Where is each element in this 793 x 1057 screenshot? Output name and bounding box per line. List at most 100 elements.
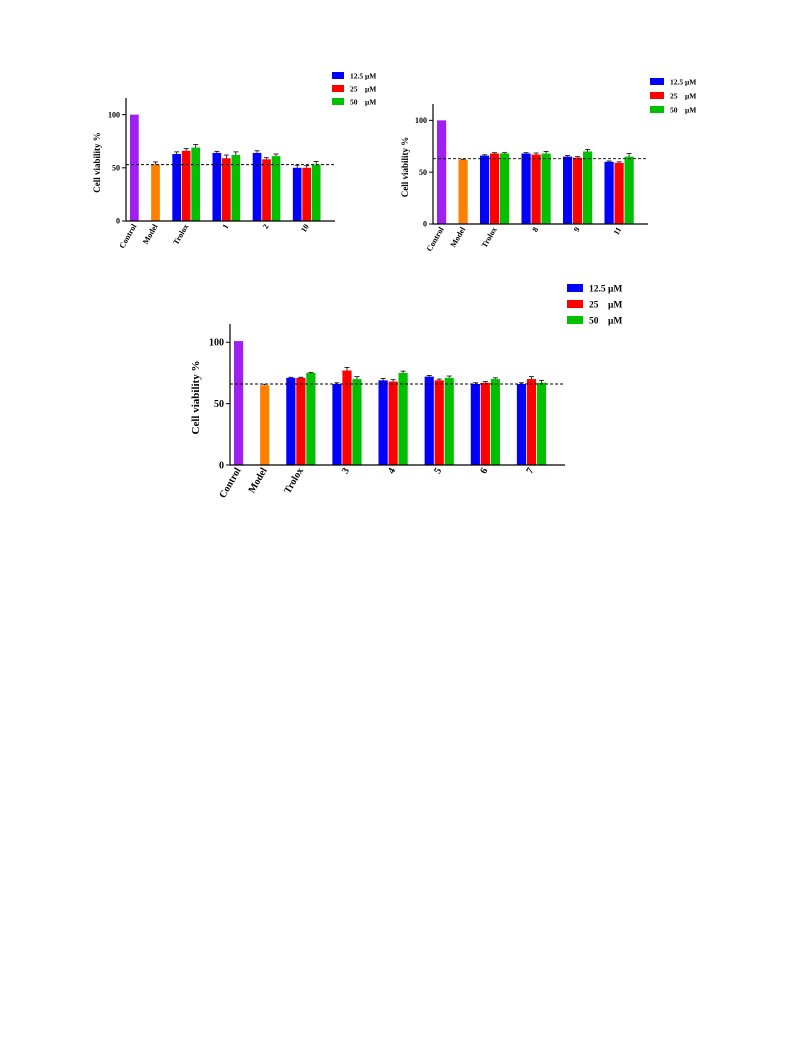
legend-swatch-2 (650, 106, 664, 113)
chart-svg: 0 50 100 Cell viability % Control Model Trolox… (92, 72, 376, 250)
bar-9-series-1 (573, 157, 583, 224)
chart-panel-1: 0 50 100 Cell viability % Control Model Trolox… (90, 68, 400, 268)
chart-panel-2: 0 50 100 Cell viability % Control Model Trolox… (398, 74, 718, 274)
bar-7-series-1 (526, 379, 537, 465)
y-axis-label: Cell viability % (400, 137, 410, 198)
bar-3-series-1 (342, 370, 352, 465)
x-tick-label: Control (117, 222, 138, 250)
x-tick-label: Model (247, 466, 270, 495)
legend-label-1: 25 μM (589, 301, 622, 311)
bar-9-series-0 (563, 156, 573, 224)
bar-10-series-2 (311, 164, 321, 221)
y-axis-label: Cell viability % (92, 132, 102, 193)
bar-2-series-2 (271, 156, 281, 221)
bar-1-series-2 (231, 155, 241, 221)
legend-label-0: 12.5 μM (670, 78, 696, 87)
x-tick-label: 5 (432, 466, 444, 476)
y-tick-label: 100 (209, 338, 224, 349)
bar-6-series-2 (490, 379, 500, 465)
x-tick-label: 3 (340, 466, 352, 476)
y-tick-label: 0 (116, 217, 120, 226)
x-tick-label: 1 (221, 223, 231, 231)
bar-5-series-0 (424, 376, 434, 465)
bar-Trolox-series-0 (172, 153, 182, 221)
bar-Trolox-series-1 (490, 153, 500, 224)
legend-label-1: 25 μM (670, 92, 696, 101)
bar-3-series-0 (332, 384, 342, 465)
x-tick-label: 11 (612, 226, 624, 237)
bar-7-series-2 (536, 382, 547, 465)
bar-10-series-1 (302, 167, 312, 221)
x-tick-label: Control (425, 225, 446, 253)
legend-swatch-2 (332, 98, 344, 105)
bar-control (437, 120, 447, 224)
bar-6-series-1 (480, 382, 490, 465)
legend-swatch-1 (650, 92, 664, 99)
bar-11-series-1 (614, 162, 624, 224)
legend-label-0: 12.5 μM (350, 72, 376, 81)
bar-model (260, 385, 270, 465)
legend-label-2: 50 μM (350, 98, 376, 107)
bar-11-series-0 (604, 161, 614, 224)
bar-8-series-0 (521, 153, 531, 224)
bar-4-series-1 (388, 381, 398, 465)
bar-8-series-2 (541, 153, 551, 224)
bar-Trolox-series-0 (286, 377, 296, 465)
bar-8-series-1 (531, 154, 541, 224)
bar-model (151, 164, 160, 221)
y-tick-label: 50 (214, 399, 224, 410)
bar-4-series-0 (378, 380, 388, 465)
y-axis-label: Cell viability % (190, 361, 202, 435)
x-tick-label: Trolox (171, 223, 190, 247)
legend-label-0: 12.5 μM (589, 285, 622, 295)
bar-2-series-0 (252, 152, 262, 221)
y-tick-label: 0 (423, 220, 427, 229)
bar-control (234, 341, 244, 465)
legend-swatch-0 (650, 78, 664, 85)
bar-5-series-2 (444, 377, 454, 465)
legend-swatch-2 (567, 316, 583, 324)
bar-Trolox-series-0 (480, 155, 490, 224)
bar-6-series-0 (470, 384, 480, 465)
x-tick-label: 7 (524, 466, 536, 476)
y-tick-label: 100 (108, 110, 120, 119)
bar-Trolox-series-2 (191, 147, 201, 221)
bar-10-series-0 (292, 167, 302, 221)
x-tick-label: 8 (530, 226, 540, 234)
x-tick-label: Trolox (282, 466, 306, 496)
bar-1-series-1 (222, 158, 231, 221)
bar-control (130, 114, 139, 221)
y-tick-label: 0 (219, 460, 224, 471)
bar-model (458, 159, 468, 224)
bar-5-series-1 (434, 380, 444, 465)
legend-swatch-0 (332, 72, 344, 79)
bar-9-series-2 (583, 151, 593, 224)
legend-label-2: 50 μM (589, 317, 622, 327)
legend-swatch-0 (567, 284, 583, 292)
legend-swatch-1 (567, 300, 583, 308)
bar-1-series-0 (212, 152, 222, 221)
x-tick-label: 10 (299, 223, 311, 234)
legend-swatch-1 (332, 85, 344, 92)
chart-panel-3: 0 50 100 Cell viability % Control Model Trolox… (185, 282, 645, 514)
x-tick-label: 4 (386, 466, 398, 476)
bar-Trolox-series-2 (306, 372, 316, 465)
y-tick-label: 50 (112, 163, 120, 172)
bar-3-series-2 (352, 379, 362, 465)
x-tick-label: Model (449, 225, 468, 249)
bar-Trolox-series-1 (181, 150, 191, 221)
x-tick-label: Trolox (480, 226, 499, 250)
bar-Trolox-series-2 (500, 153, 510, 224)
x-tick-label: 2 (261, 223, 271, 231)
y-tick-label: 100 (415, 116, 427, 125)
bar-2-series-1 (262, 159, 271, 221)
bar-7-series-0 (516, 384, 527, 465)
x-tick-label: 9 (572, 226, 582, 234)
x-tick-label: Model (141, 222, 160, 246)
bar-11-series-2 (624, 156, 634, 224)
x-tick-label: 6 (478, 466, 490, 476)
legend-label-2: 50 μM (670, 106, 696, 115)
bar-Trolox-series-1 (296, 377, 306, 465)
